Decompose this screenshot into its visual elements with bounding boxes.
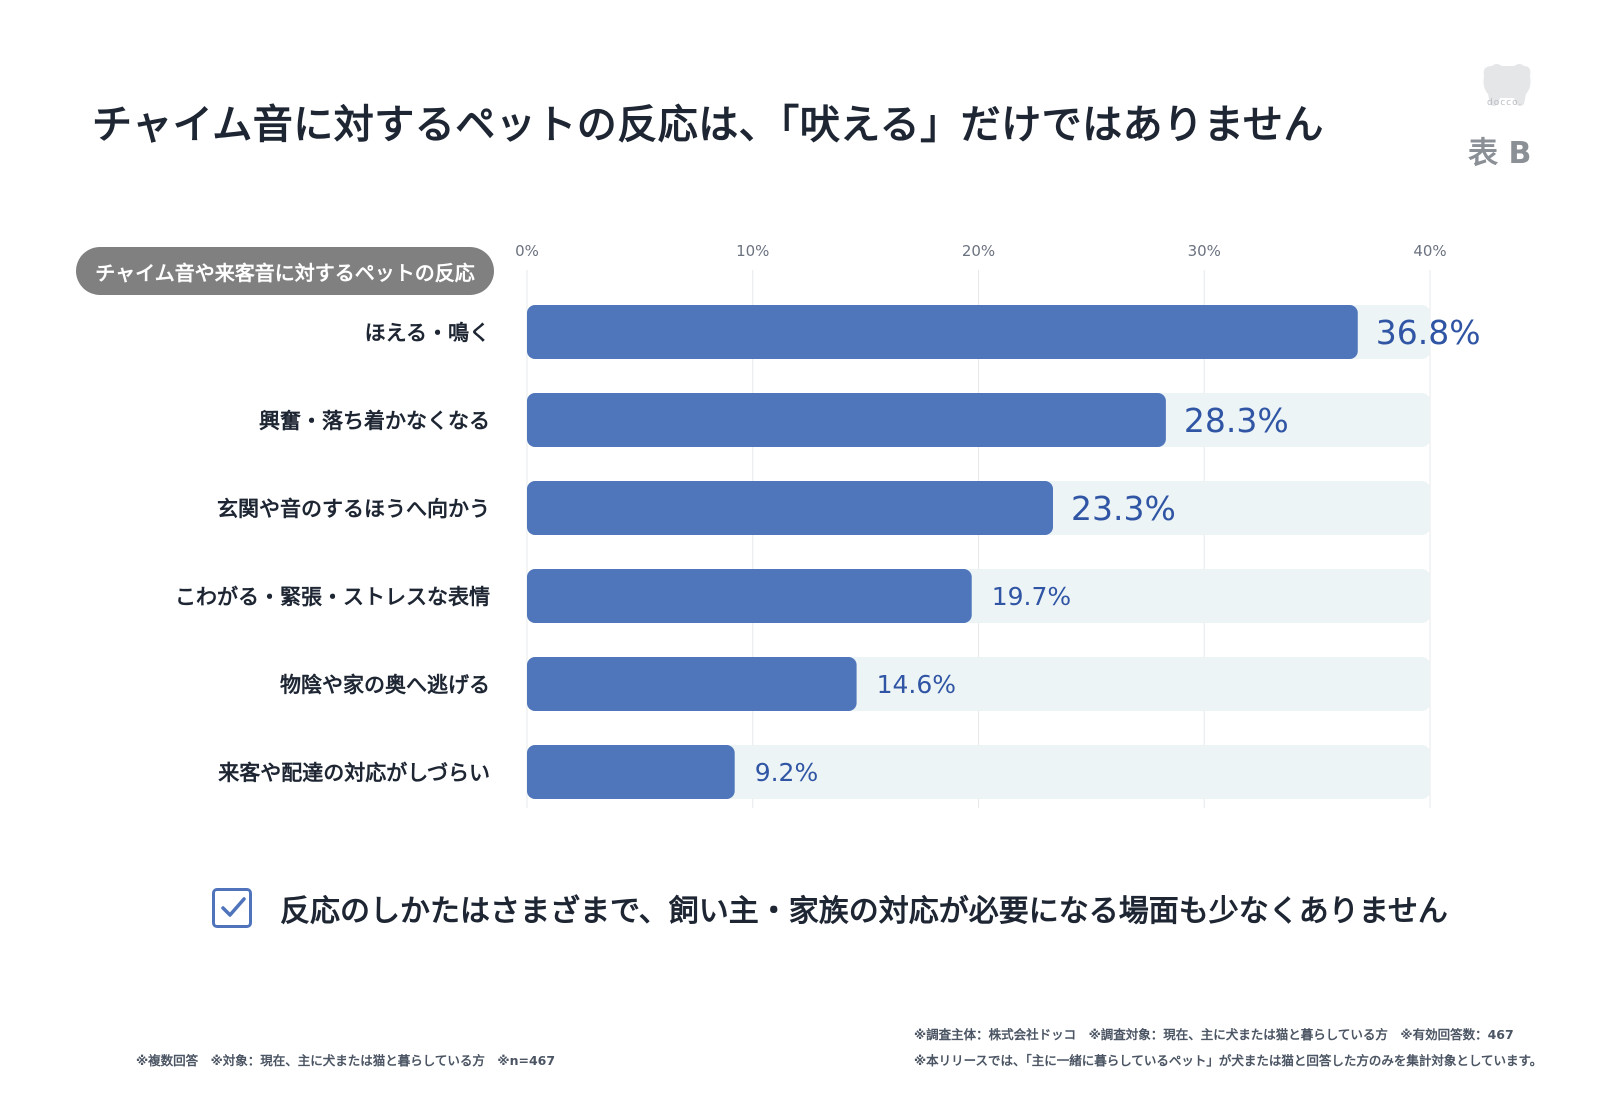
note-right-1: ※調査主体：株式会社ドッコ ※調査対象：現在、主に犬または猫と暮らしている方 ※… [914, 1027, 1514, 1042]
category-label: 興奮・落ち着かなくなる [259, 409, 490, 433]
tick-label: 10% [736, 242, 769, 260]
bar-track [527, 745, 1430, 799]
data-label: 36.8% [1376, 313, 1481, 352]
bar [527, 745, 735, 799]
data-label: 23.3% [1071, 489, 1176, 528]
tick-label: 40% [1413, 242, 1446, 260]
summary-text: 反応のしかたはさまざまで、飼い主・家族の対応が必要になる場面も少なくありません [280, 894, 1448, 929]
bar [527, 569, 972, 623]
bar [527, 657, 857, 711]
checkbox-icon [212, 888, 252, 928]
bear-logo-icon [1483, 64, 1531, 106]
data-label: 19.7% [992, 582, 1071, 611]
logo-text: docco. [1487, 98, 1523, 108]
tick-label: 30% [1188, 242, 1221, 260]
data-label: 9.2% [755, 758, 819, 787]
table-label: 表 B [1468, 136, 1532, 171]
category-label: 来客や配達の対応がしづらい [218, 761, 490, 785]
data-label: 28.3% [1184, 401, 1289, 440]
category-label: 玄関や音のするほうへ向かう [217, 497, 490, 521]
note-right-2: ※本リリースでは、「主に一緒に暮らしているペット」が犬または猫と回答した方のみを… [914, 1053, 1543, 1068]
tick-label: 0% [515, 242, 539, 260]
bar [527, 481, 1053, 535]
tick-label: 20% [962, 242, 995, 260]
category-label: こわがる・緊張・ストレスな表情 [175, 585, 490, 609]
category-label: 物陰や家の奥へ逃げる [280, 673, 490, 697]
category-header: チャイム音や来客音に対するペットの反応 [76, 247, 494, 295]
note-left: ※複数回答 ※対象：現在、主に犬または猫と暮らしている方 ※n=467 [136, 1053, 556, 1068]
data-label: 14.6% [877, 670, 956, 699]
page-title: チャイム音に対するペットの反応は、「吠える」だけではありません [92, 102, 1324, 148]
bar [527, 305, 1358, 359]
category-label: ほえる・鳴く [365, 321, 490, 345]
bar [527, 393, 1166, 447]
